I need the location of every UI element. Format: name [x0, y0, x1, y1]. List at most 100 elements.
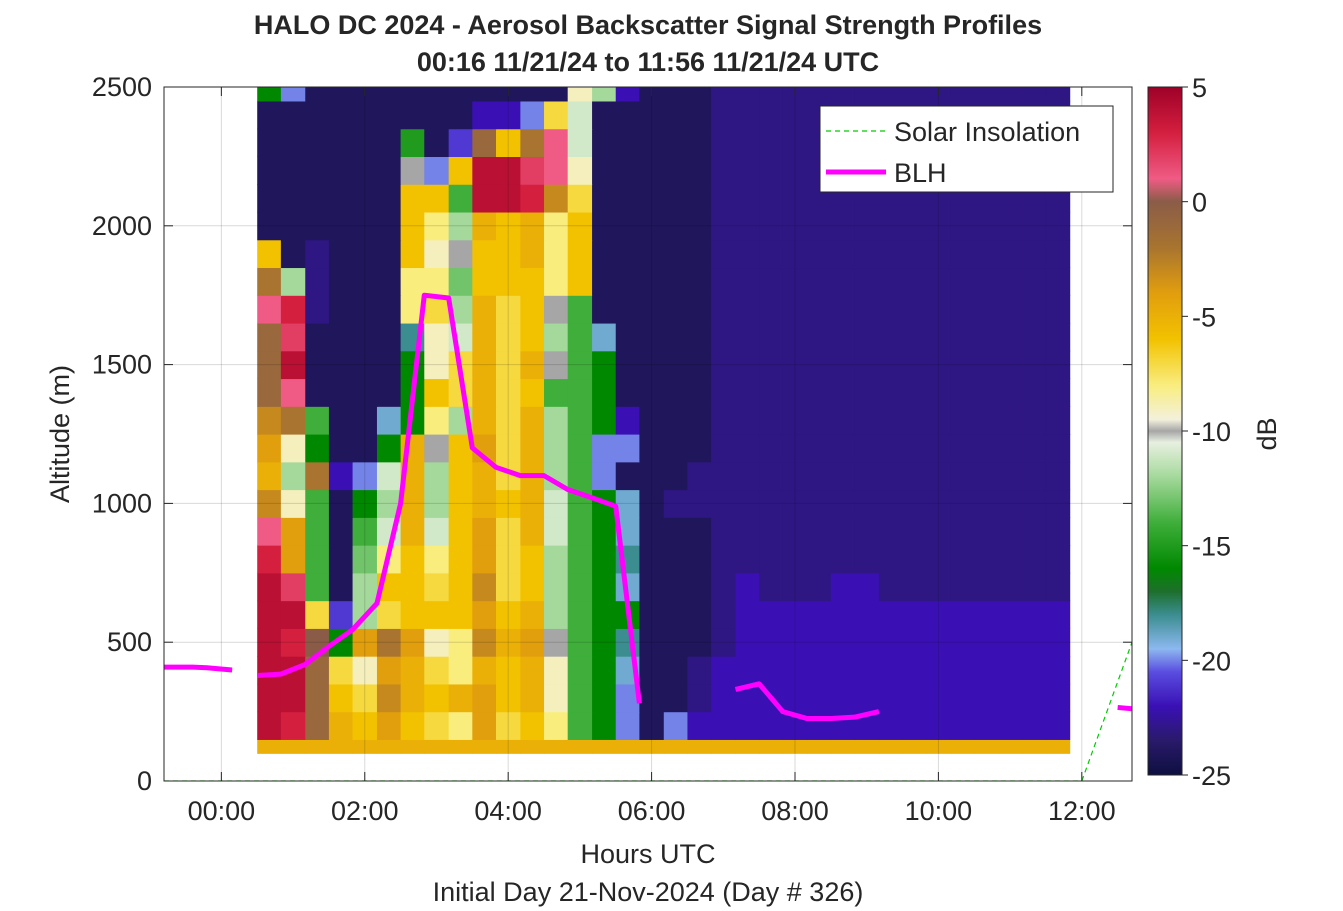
heatmap-cell: [544, 600, 569, 629]
heatmap-cell: [1045, 350, 1071, 380]
heatmap-cell: [926, 517, 952, 546]
heatmap-cell: [257, 461, 282, 491]
heatmap-cell: [1045, 656, 1071, 685]
heatmap-cell: [567, 184, 593, 213]
heatmap-cell: [687, 211, 712, 241]
heatmap-cell: [472, 184, 497, 213]
heatmap-cell: [257, 100, 282, 130]
heatmap-cell: [328, 128, 354, 157]
heatmap-cell: [257, 628, 282, 657]
heatmap-cell: [495, 545, 521, 574]
heatmap-cell: [926, 489, 952, 518]
heatmap-cell: [711, 156, 737, 185]
heatmap-cell: [950, 739, 975, 754]
heatmap-cell: [592, 628, 617, 657]
heatmap-cell: [1045, 87, 1071, 102]
heatmap-cell: [328, 517, 354, 546]
heatmap-cell: [997, 656, 1023, 685]
heatmap-cell: [280, 239, 306, 269]
heatmap-cell: [830, 87, 856, 102]
heatmap-cell: [352, 628, 378, 657]
heatmap-cell: [926, 434, 952, 463]
heatmap-cell: [328, 322, 354, 352]
heatmap-cell: [735, 628, 760, 657]
heatmap-cell: [520, 128, 545, 157]
heatmap-cell: [280, 156, 306, 185]
heatmap-cell: [735, 461, 760, 491]
heatmap-cell: [830, 600, 856, 629]
heatmap-cell: [280, 517, 306, 546]
heatmap-cell: [376, 600, 402, 629]
heatmap-cell: [639, 406, 665, 435]
heatmap-cell: [1045, 600, 1071, 629]
heatmap-cell: [639, 739, 665, 754]
heatmap-cell: [448, 267, 473, 296]
heatmap-cell: [759, 739, 784, 754]
heatmap-cell: [711, 711, 737, 740]
heatmap-cell: [687, 87, 712, 102]
heatmap-cell: [782, 517, 808, 546]
heatmap-cell: [854, 656, 880, 685]
heatmap-cell: [711, 239, 737, 269]
heatmap-cell: [807, 87, 832, 102]
heatmap-cell: [854, 211, 880, 241]
heatmap-cell: [567, 739, 593, 754]
heatmap-cell: [878, 656, 904, 685]
heatmap-cell: [305, 239, 330, 269]
heatmap-cell: [328, 87, 354, 102]
heatmap-cell: [472, 600, 497, 629]
heatmap-cell: [352, 545, 378, 574]
heatmap-cell: [997, 739, 1023, 754]
heatmap-cell: [280, 267, 306, 296]
heatmap-cell: [328, 739, 354, 754]
heatmap-cell: [305, 184, 330, 213]
heatmap-cell: [328, 711, 354, 740]
heatmap-cell: [950, 378, 975, 407]
heatmap-cell: [544, 378, 569, 407]
heatmap-cell: [257, 656, 282, 685]
heatmap-cell: [735, 184, 760, 213]
heatmap-cell: [926, 295, 952, 324]
heatmap-cell: [376, 184, 402, 213]
heatmap-cell: [615, 378, 640, 407]
heatmap-cell: [663, 683, 689, 713]
heatmap-cell: [974, 378, 999, 407]
heatmap-cell: [520, 656, 545, 685]
heatmap-cell: [424, 434, 450, 463]
heatmap-cell: [328, 572, 354, 602]
heatmap-cell: [711, 295, 737, 324]
heatmap-cell: [448, 156, 473, 185]
heatmap-cell: [902, 572, 927, 602]
x-tick-label: 04:00: [474, 796, 542, 826]
heatmap-cell: [639, 434, 665, 463]
heatmap-cell: [950, 239, 975, 269]
heatmap-cell: [495, 322, 521, 352]
heatmap-cell: [400, 87, 425, 102]
heatmap-cell: [495, 489, 521, 518]
heatmap-cell: [305, 322, 330, 352]
heatmap-cell: [376, 100, 402, 130]
heatmap-cell: [472, 322, 497, 352]
heatmap-cell: [1022, 739, 1047, 754]
heatmap-cell: [878, 489, 904, 518]
heatmap-cell: [305, 156, 330, 185]
heatmap-cell: [1045, 711, 1071, 740]
heatmap-cell: [1045, 489, 1071, 518]
heatmap-cell: [280, 489, 306, 518]
heatmap-cell: [448, 656, 473, 685]
heatmap-cell: [974, 656, 999, 685]
y-tick-label: 2500: [92, 72, 152, 102]
heatmap-cell: [567, 378, 593, 407]
heatmap-cell: [854, 406, 880, 435]
heatmap-cell: [424, 545, 450, 574]
heatmap-cell: [567, 461, 593, 491]
heatmap-cell: [663, 545, 689, 574]
x-tick-label: 10:00: [905, 796, 973, 826]
heatmap-cell: [997, 572, 1023, 602]
heatmap-cell: [520, 184, 545, 213]
heatmap-cell: [854, 683, 880, 713]
heatmap-cell: [807, 434, 832, 463]
heatmap-cell: [782, 406, 808, 435]
heatmap-cell: [472, 656, 497, 685]
heatmap-cell: [592, 184, 617, 213]
